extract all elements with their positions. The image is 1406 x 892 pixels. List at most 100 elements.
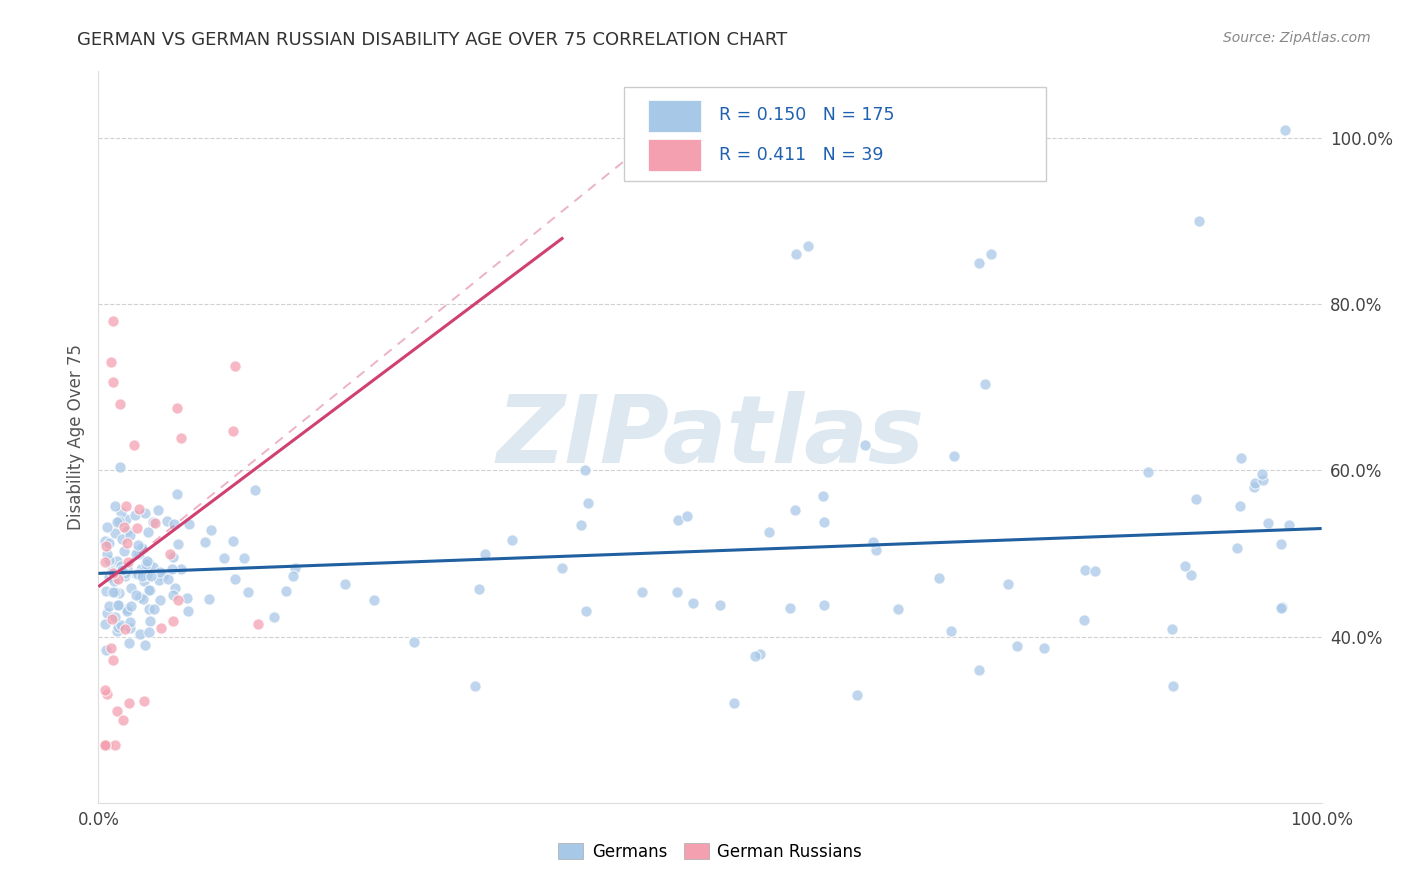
Point — [224, 359, 246, 373]
Point — [110, 505, 132, 519]
Point — [333, 576, 356, 591]
Point — [101, 563, 124, 577]
Point — [114, 512, 136, 526]
Point — [135, 557, 157, 571]
Point — [813, 489, 835, 503]
Point — [176, 591, 198, 606]
Point — [474, 547, 496, 561]
Point — [129, 562, 152, 576]
Point — [166, 401, 188, 415]
Point — [110, 558, 132, 573]
Point — [104, 610, 127, 624]
Point — [103, 585, 125, 599]
Point — [1136, 466, 1159, 480]
Point — [127, 520, 149, 534]
Point — [127, 567, 149, 582]
Point — [107, 599, 129, 613]
Point — [200, 524, 222, 538]
Point — [128, 590, 150, 604]
Point — [682, 596, 704, 610]
Point — [967, 663, 990, 677]
FancyBboxPatch shape — [624, 87, 1046, 181]
Point — [101, 653, 124, 667]
Point — [575, 604, 598, 618]
Point — [243, 483, 266, 497]
Point — [115, 535, 138, 549]
Point — [107, 598, 129, 612]
Point — [103, 375, 125, 389]
Point — [107, 514, 129, 528]
Point — [127, 538, 149, 552]
Point — [105, 554, 128, 568]
Point — [246, 616, 269, 631]
Point — [1180, 567, 1202, 582]
Point — [104, 525, 127, 540]
Point — [169, 561, 191, 575]
Point — [162, 588, 184, 602]
Point — [110, 397, 132, 411]
Point — [232, 550, 254, 565]
Point — [1274, 122, 1296, 136]
Point — [94, 643, 117, 657]
Y-axis label: Disability Age Over 75: Disability Age Over 75 — [66, 344, 84, 530]
Point — [283, 569, 305, 583]
Point — [101, 565, 124, 579]
Point — [177, 516, 200, 531]
Point — [939, 624, 962, 639]
Point — [134, 506, 156, 520]
Point — [97, 553, 120, 567]
Point — [111, 532, 134, 546]
Point — [222, 534, 245, 549]
Point — [813, 515, 835, 529]
Point — [128, 501, 150, 516]
Point — [148, 573, 170, 587]
Point — [569, 518, 592, 533]
Point — [1188, 214, 1211, 228]
Point — [141, 569, 163, 583]
Point — [135, 553, 157, 567]
Point — [974, 377, 997, 392]
Point — [115, 499, 138, 513]
Point — [797, 239, 820, 253]
Point — [120, 581, 142, 595]
Point — [131, 568, 153, 582]
Point — [94, 555, 117, 569]
Point — [676, 509, 699, 524]
Point — [162, 550, 184, 565]
Point — [997, 577, 1019, 591]
Point — [139, 614, 162, 628]
Point — [114, 622, 136, 636]
Point — [284, 561, 307, 575]
Point — [166, 487, 188, 501]
Point — [111, 563, 134, 577]
Text: Source: ZipAtlas.com: Source: ZipAtlas.com — [1223, 31, 1371, 45]
Point — [131, 591, 153, 606]
Point — [124, 508, 146, 522]
Point — [942, 449, 965, 463]
Point — [132, 694, 155, 708]
Point — [96, 738, 118, 752]
Text: ZIPatlas: ZIPatlas — [496, 391, 924, 483]
Point — [967, 255, 990, 269]
Point — [105, 515, 128, 529]
Point — [131, 541, 153, 556]
Point — [105, 705, 128, 719]
Point — [94, 583, 117, 598]
Point — [162, 614, 184, 628]
Point — [1226, 541, 1249, 556]
Point — [104, 584, 127, 599]
Point — [1163, 679, 1185, 693]
Point — [129, 542, 152, 557]
Point — [138, 625, 160, 640]
Point — [120, 621, 142, 635]
Point — [177, 604, 200, 618]
Point — [128, 627, 150, 641]
Point — [96, 520, 118, 534]
Point — [865, 542, 887, 557]
Point — [112, 520, 135, 534]
Point — [159, 548, 181, 562]
Point — [222, 424, 245, 438]
Point — [124, 547, 146, 561]
Point — [1270, 537, 1292, 551]
Point — [96, 606, 118, 620]
